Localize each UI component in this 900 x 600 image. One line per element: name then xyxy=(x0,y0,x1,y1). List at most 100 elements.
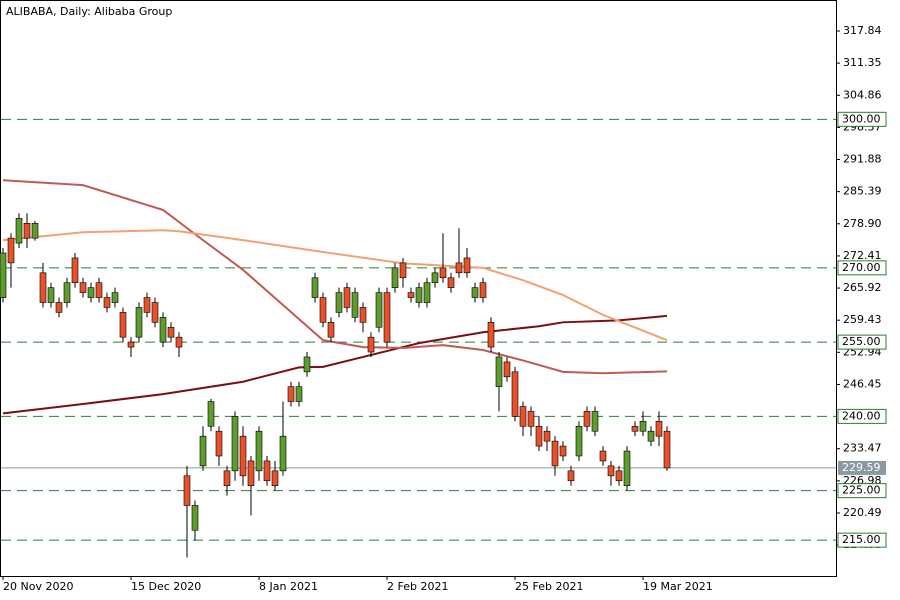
candle-body xyxy=(559,445,567,457)
candle-body xyxy=(439,267,447,279)
y-tick-label: 285.39 xyxy=(843,185,882,198)
candle-body xyxy=(215,430,223,457)
candle-body xyxy=(415,287,423,303)
candle-body xyxy=(519,406,527,427)
candle-body xyxy=(79,282,87,293)
x-tick-label: 2 Feb 2021 xyxy=(387,580,448,593)
candle-body xyxy=(575,425,583,457)
candle-body xyxy=(279,435,287,472)
candle-body xyxy=(663,430,671,469)
moving-average xyxy=(2,179,668,375)
current-price-box xyxy=(838,460,886,475)
candle-body xyxy=(295,386,303,402)
candle-body xyxy=(15,218,23,244)
candle-body xyxy=(655,421,663,437)
candle-body xyxy=(599,450,607,462)
candle-body xyxy=(615,470,623,482)
candle-body xyxy=(351,292,359,318)
candle-body xyxy=(263,460,271,482)
candle-body xyxy=(71,257,79,284)
candle-body xyxy=(135,307,143,338)
level-label-box xyxy=(837,483,887,499)
candle-body xyxy=(175,336,183,348)
chart-title: ALIBABA, Daily: Alibaba Group xyxy=(6,5,172,18)
candle-body xyxy=(199,435,207,467)
candle-body xyxy=(143,297,151,313)
candle-body xyxy=(151,302,159,323)
level-label: 225.00 xyxy=(842,484,881,497)
candle-body xyxy=(319,297,327,323)
level-label-box xyxy=(837,111,887,127)
candle-body xyxy=(103,297,111,308)
candle-body xyxy=(607,465,615,477)
candle-body xyxy=(359,307,367,323)
candle-body xyxy=(327,322,335,338)
y-tick-label: 220.49 xyxy=(843,506,882,519)
y-tick-label: 272.41 xyxy=(843,249,882,262)
candle-body xyxy=(23,222,31,239)
candle-body xyxy=(471,287,479,298)
candle-body xyxy=(343,287,351,308)
level-label: 240.00 xyxy=(842,409,881,422)
candle-body xyxy=(287,386,295,402)
candle-body xyxy=(455,262,463,274)
candle-body xyxy=(543,430,551,442)
candle-body xyxy=(223,470,231,486)
candle-body xyxy=(191,505,199,531)
candle-body xyxy=(239,435,247,477)
level-label-box xyxy=(837,408,887,424)
y-tick-label: 259.43 xyxy=(843,313,882,326)
candle-body xyxy=(631,425,639,432)
candle-body xyxy=(527,411,535,427)
x-tick-label: 25 Feb 2021 xyxy=(515,580,583,593)
candle-body xyxy=(87,287,95,298)
candle-body xyxy=(0,252,7,298)
candle-body xyxy=(207,401,215,427)
candle-body xyxy=(95,282,103,298)
y-tick-label: 311.35 xyxy=(843,56,882,69)
candle-body xyxy=(479,282,487,298)
candle-body xyxy=(463,257,471,274)
candle-body xyxy=(487,322,495,348)
candle-body xyxy=(647,430,655,442)
candle-body xyxy=(407,292,415,298)
candle-body xyxy=(335,292,343,313)
candle-body xyxy=(383,292,391,343)
candle-body xyxy=(423,282,431,303)
candle-body xyxy=(271,470,279,486)
candle-body xyxy=(447,277,455,288)
y-tick-label: 304.86 xyxy=(843,88,882,101)
candle-body xyxy=(503,361,511,378)
y-tick-label: 291.88 xyxy=(843,153,882,166)
candle-body xyxy=(119,312,127,338)
x-tick-label: 8 Jan 2021 xyxy=(259,580,318,593)
candle-body xyxy=(431,272,439,284)
moving-average xyxy=(2,229,668,342)
candle-body xyxy=(7,237,15,264)
candle-body xyxy=(111,292,119,303)
candle-body xyxy=(375,292,383,328)
y-tick-label: 278.90 xyxy=(843,217,882,230)
candle-body xyxy=(551,440,559,467)
level-label-box xyxy=(837,532,887,548)
x-tick-label: 19 Mar 2021 xyxy=(643,580,713,593)
candle-body xyxy=(47,287,55,303)
candle-body xyxy=(583,411,591,427)
y-tick-label: 233.47 xyxy=(843,442,882,455)
level-label-box xyxy=(837,260,887,276)
level-label: 300.00 xyxy=(842,112,881,125)
candle-body xyxy=(567,470,575,482)
x-tick-label: 15 Dec 2020 xyxy=(131,580,201,593)
candle-body xyxy=(639,421,647,432)
level-label: 270.00 xyxy=(842,261,881,274)
level-label-box xyxy=(837,334,887,350)
candle-body xyxy=(167,326,175,338)
candle-body xyxy=(231,416,239,472)
candle-body xyxy=(63,282,71,303)
candle-body xyxy=(255,430,263,472)
candle-body xyxy=(591,411,599,432)
candle-body xyxy=(511,371,519,417)
y-tick-label: 265.92 xyxy=(843,281,882,294)
